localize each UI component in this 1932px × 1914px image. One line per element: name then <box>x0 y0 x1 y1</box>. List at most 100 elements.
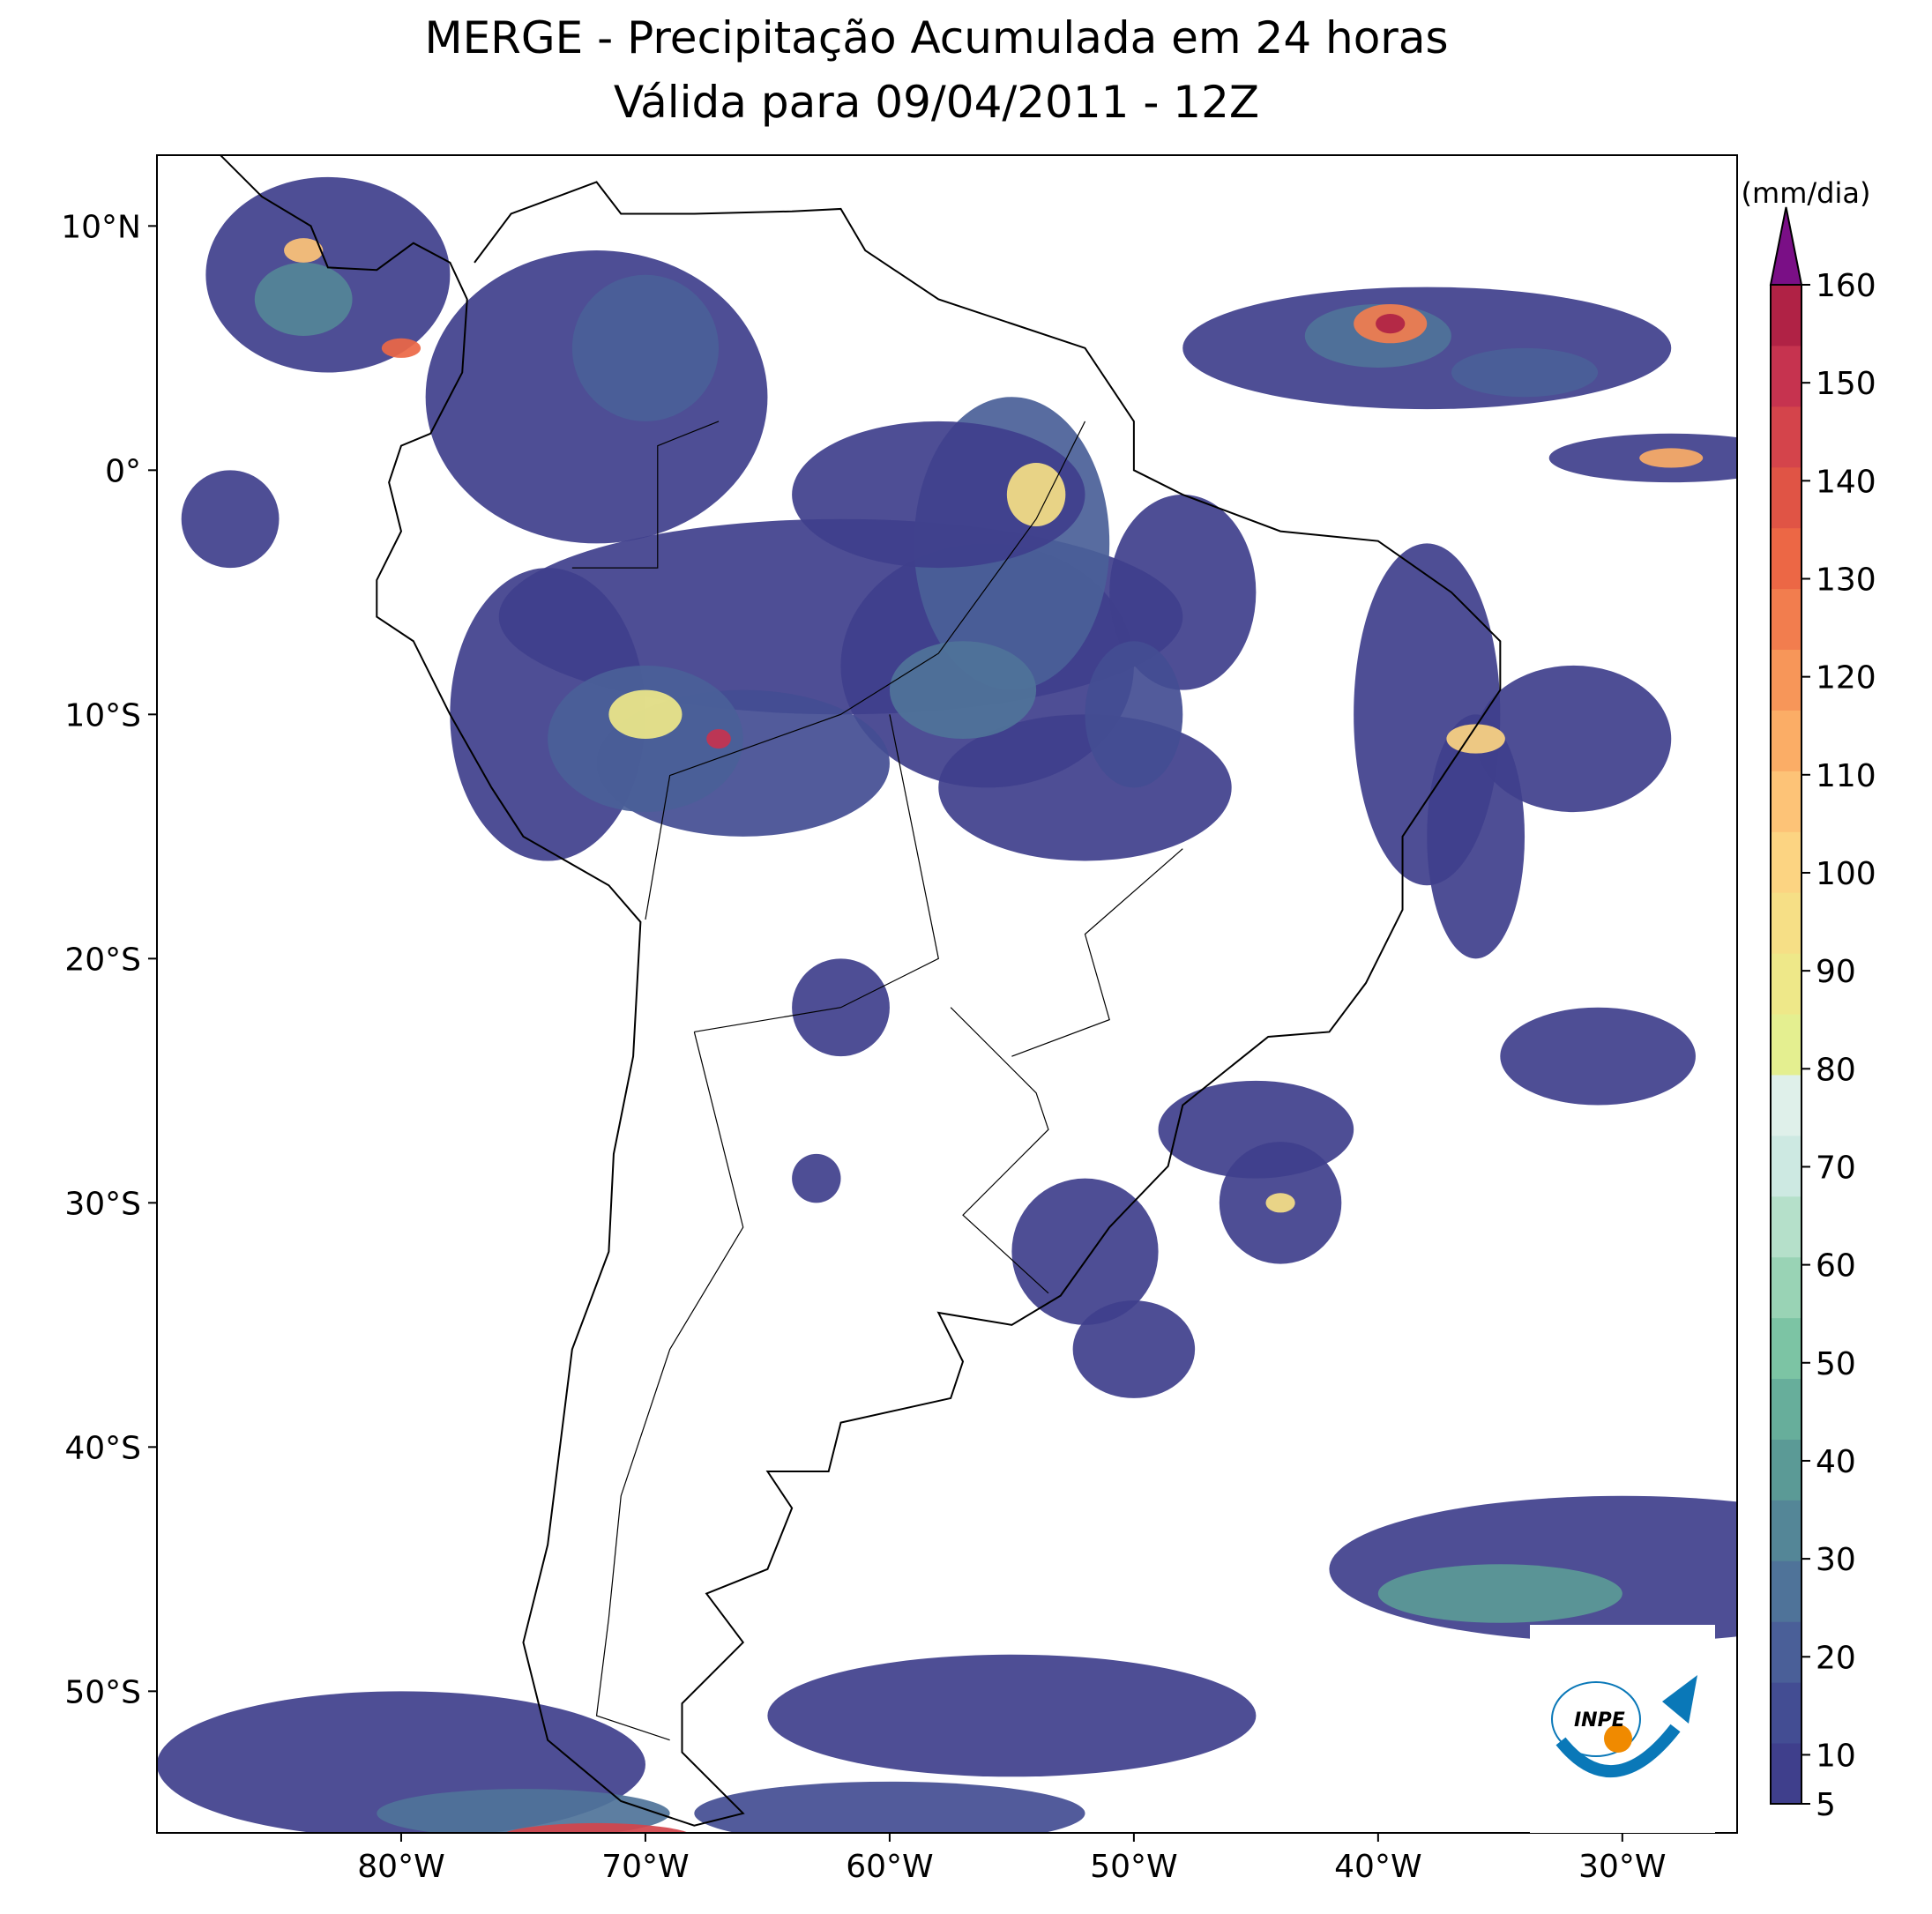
logo-orbit <box>1551 1681 1641 1757</box>
precip-area <box>1446 724 1505 754</box>
y-tick-label: 10°S <box>64 697 141 734</box>
x-tick-label: 40°W <box>1334 1849 1421 1885</box>
y-tick-label: 0° <box>105 453 141 489</box>
precip-area <box>548 665 743 813</box>
y-tick-label: 30°S <box>64 1186 141 1222</box>
colorbar-tick-label: 70 <box>1816 1150 1856 1186</box>
border <box>571 421 720 569</box>
colorbar-band <box>1771 345 1801 407</box>
colorbar-band <box>1771 1317 1801 1380</box>
logo-text: INPE <box>1574 1709 1625 1732</box>
colorbar-tick-label: 90 <box>1816 954 1856 990</box>
precip-area <box>1639 448 1704 468</box>
precip-area <box>1085 641 1183 788</box>
precip-area <box>1500 1007 1696 1106</box>
colorbar-tick-label: 140 <box>1816 464 1876 500</box>
precip-area <box>571 274 720 421</box>
colorbar-tick-label: 5 <box>1816 1787 1836 1823</box>
precip-area <box>377 1789 670 1833</box>
precip-area <box>181 470 280 569</box>
precip-area <box>1006 463 1066 527</box>
title: MERGE - Precipitação Acumulada em 24 hor… <box>424 12 1448 63</box>
colorbar-band <box>1771 771 1801 832</box>
colorbar-tick-label: 110 <box>1816 758 1876 794</box>
precip-area <box>767 1654 1257 1777</box>
x-tick-label: 30°W <box>1578 1849 1666 1885</box>
x-tick-label: 80°W <box>357 1849 444 1885</box>
colorbar-tick-label: 30 <box>1816 1542 1856 1578</box>
colorbar-tick-label: 80 <box>1816 1052 1856 1088</box>
precip-area <box>504 1822 689 1833</box>
colorbar-band <box>1771 1256 1801 1319</box>
precip-area <box>608 689 683 740</box>
colorbar-tick-label: 40 <box>1816 1444 1856 1480</box>
colorbar-label: (mm/dia) <box>1742 176 1871 210</box>
precip-area <box>694 1781 1085 1833</box>
precip-area <box>284 238 324 263</box>
colorbar-tick-label: 120 <box>1816 660 1876 696</box>
colorbar-tick-label: 150 <box>1816 366 1876 402</box>
precip-area <box>254 262 353 336</box>
colorbar-band <box>1771 1560 1801 1622</box>
colorbar-band <box>1771 527 1801 590</box>
colorbar-tick-label: 10 <box>1816 1738 1856 1774</box>
precip-area <box>1451 347 1599 398</box>
subtitle: Válida para 09/04/2011 - 12Z <box>614 77 1259 128</box>
colorbar-band <box>1771 406 1801 468</box>
precip-area <box>706 728 731 749</box>
border <box>950 1007 1049 1294</box>
colorbar-frame <box>1770 284 1802 1805</box>
colorbar-band <box>1771 285 1801 346</box>
colorbar-band <box>1771 1682 1801 1744</box>
precip-area <box>1376 314 1406 334</box>
map <box>157 155 1737 1833</box>
colorbar-tick-label: 50 <box>1816 1346 1856 1382</box>
colorbar-band <box>1771 1378 1801 1440</box>
border <box>694 714 939 1033</box>
colorbar-band <box>1771 466 1801 529</box>
colorbar-band <box>1771 1621 1801 1683</box>
colorbar-band <box>1771 1195 1801 1258</box>
colorbar-band <box>1771 1135 1801 1197</box>
colorbar-band <box>1771 649 1801 711</box>
colorbar-band <box>1771 1014 1801 1076</box>
x-tick-label: 60°W <box>846 1849 933 1885</box>
map-frame <box>156 154 1738 1834</box>
x-tick-label: 70°W <box>601 1849 689 1885</box>
coastline <box>219 155 1502 1827</box>
precip-area <box>889 641 1037 740</box>
colorbar-band <box>1771 953 1801 1015</box>
border <box>595 1031 744 1741</box>
logo-sun <box>1604 1724 1632 1753</box>
colorbar-tick-label: 160 <box>1816 268 1876 304</box>
y-tick-label: 50°S <box>64 1674 141 1710</box>
colorbar-band <box>1771 710 1801 771</box>
border <box>1011 848 1183 1057</box>
precip-area <box>792 421 1085 569</box>
colorbar-band <box>1771 1500 1801 1561</box>
precip-area <box>1109 495 1257 690</box>
logo: INPE <box>1530 1625 1715 1833</box>
y-tick-label: 20°S <box>64 942 141 978</box>
x-tick-label: 50°W <box>1090 1849 1177 1885</box>
colorbar-tick-label: 130 <box>1816 562 1876 598</box>
border <box>645 421 1086 920</box>
logo-arc <box>1555 1724 1681 1777</box>
precip-area <box>1265 1193 1295 1213</box>
precip-area <box>1072 1300 1196 1398</box>
colorbar-band <box>1771 1743 1801 1805</box>
colorbar-band <box>1771 831 1801 893</box>
colorbar-band <box>1771 588 1801 651</box>
precip-area <box>792 1153 841 1203</box>
precip-area <box>1475 665 1672 813</box>
logo-arrow <box>1662 1675 1697 1724</box>
precip-area <box>1377 1564 1622 1623</box>
colorbar-tick-label: 60 <box>1816 1248 1856 1285</box>
colorbar-band <box>1771 1074 1801 1136</box>
precip-area <box>381 338 421 358</box>
colorbar-band <box>1771 1439 1801 1501</box>
colorbar-tick-label: 20 <box>1816 1640 1856 1676</box>
colorbar-band <box>1771 892 1801 954</box>
colorbar-tick-label: 100 <box>1816 856 1876 892</box>
